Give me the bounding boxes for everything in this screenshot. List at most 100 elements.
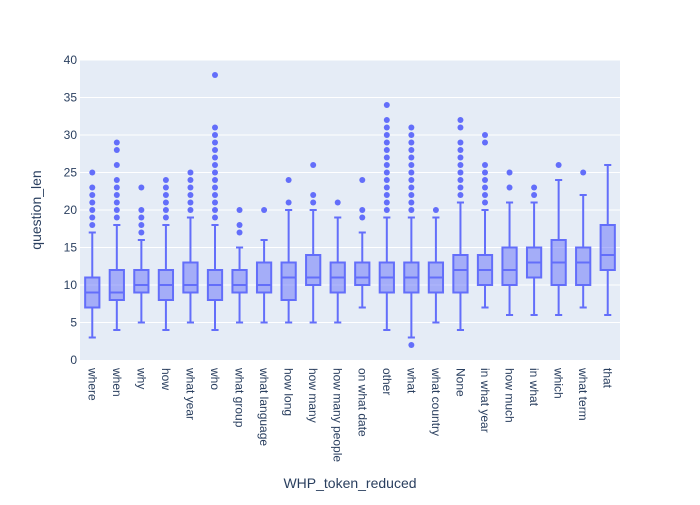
outlier-point [89,207,96,213]
outlier-point [383,154,390,161]
y-tick-label: 30 [64,128,78,142]
outlier-point [457,117,464,123]
outlier-point [482,192,488,198]
x-axis-title: WHP_token_reduced [283,475,416,491]
box-group [108,139,125,331]
y-tick-label: 15 [64,241,78,255]
y-axis-title: question_len [28,170,44,249]
outlier-point [408,169,415,176]
outlier-point [187,177,194,183]
y-tick-label: 0 [70,353,77,367]
x-tick-label: what group [233,367,247,428]
box-iqr [133,269,150,294]
outlier-point [89,192,96,198]
outlier-point [113,139,120,146]
box-iqr [575,246,592,286]
outlier-point [531,184,538,191]
outlier-point [138,222,145,228]
x-tick-label: what language [257,367,271,446]
outlier-point [482,184,488,191]
outlier-point [457,192,464,198]
outlier-point [113,162,120,168]
x-tick-label: how many people [331,368,345,462]
outlier-point [408,184,415,191]
outlier-point [261,207,268,213]
box-group [231,207,248,324]
outlier-point [408,124,415,131]
outlier-point [89,169,96,176]
outlier-point [212,72,218,78]
x-tick-label: what [404,367,418,394]
outlier-point [457,124,464,131]
outlier-point [580,169,587,176]
outlier-point [408,192,415,198]
box-series [84,72,616,348]
outlier-point [212,184,218,191]
outlier-point [138,229,145,236]
outlier-point [482,162,488,168]
x-tick-label: which [552,367,566,399]
x-tick-labels: where when why how what year who what group wha… [85,367,614,462]
outlier-point [162,192,169,198]
outlier-point [457,162,464,168]
box-group [476,132,494,309]
outlier-point [383,169,390,176]
outlier-point [89,184,96,191]
outlier-point [212,147,218,153]
outlier-point [138,184,145,191]
outlier-point [212,207,218,213]
outlier-point [432,207,439,213]
box-group [378,102,395,331]
outlier-point [113,147,120,153]
outlier-point [236,207,243,213]
box-iqr [599,224,616,271]
box-iqr [231,269,248,294]
x-tick-label: in what [527,368,541,407]
x-tick-label: where [85,367,99,401]
box-group [550,162,567,316]
x-tick-label: in what year [478,368,492,433]
y-tick-labels: 0 5 10 15 20 25 30 35 40 [64,53,78,367]
outlier-point [187,184,194,191]
outlier-point [212,132,218,138]
box-iqr [255,261,273,294]
box-iqr [280,261,297,301]
outlier-point [310,199,317,206]
outlier-point [383,117,390,123]
outlier-point [212,214,218,221]
outlier-point [310,162,317,168]
y-tick-label: 25 [64,166,78,180]
y-tick-label: 5 [70,316,77,330]
x-tick-label: on what date [355,368,369,437]
box-group [206,72,224,331]
outlier-point [162,207,169,213]
x-tick-label: how [159,368,173,390]
box-iqr [305,254,322,286]
box-iqr [501,246,518,286]
x-tick-label: how many [306,368,320,423]
outlier-point [89,222,96,228]
outlier-point [408,162,415,168]
box-group [157,177,175,331]
outlier-point [236,222,243,228]
outlier-point [457,169,464,176]
outlier-point [457,184,464,191]
outlier-point [89,214,96,221]
outlier-point [212,162,218,168]
outlier-point [482,169,488,176]
outlier-point [482,199,488,206]
box-group [305,162,322,324]
outlier-point [482,139,488,146]
outlier-point [383,147,390,153]
y-tick-label: 35 [64,91,78,105]
box-group [575,169,592,309]
y-tick-label: 20 [64,203,78,217]
x-tick-label: why [134,367,148,389]
outlier-point [383,184,390,191]
outlier-point [531,192,538,198]
outlier-point [359,207,366,213]
outlier-point [383,177,390,183]
outlier-point [310,192,317,198]
box-group [403,124,420,348]
